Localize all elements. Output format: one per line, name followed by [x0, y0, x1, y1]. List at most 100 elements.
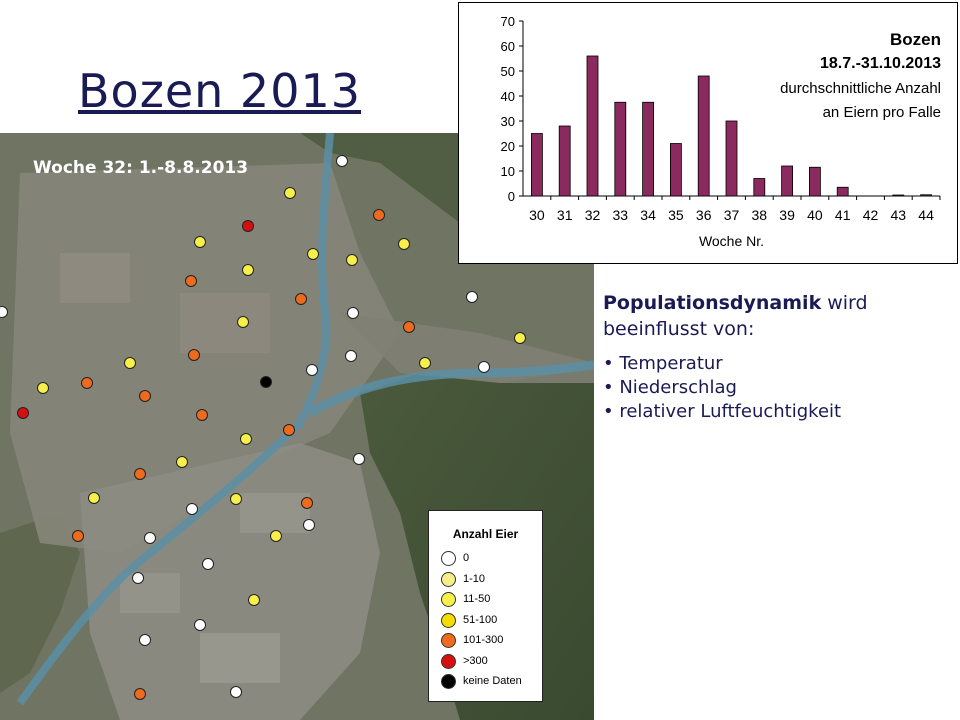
- x-tick-label: 44: [918, 207, 934, 223]
- factor-precipitation: Niederschlag: [603, 376, 953, 400]
- bar: [697, 75, 710, 197]
- bar: [725, 120, 738, 197]
- trap-marker: [144, 532, 156, 544]
- bar: [753, 178, 766, 197]
- trap-marker: [17, 407, 29, 419]
- trap-marker: [242, 264, 254, 276]
- legend-item: 101-300: [441, 633, 541, 649]
- trap-marker: [237, 316, 249, 328]
- trap-marker: [185, 275, 197, 287]
- bar: [586, 55, 599, 197]
- trap-marker: [283, 424, 295, 436]
- trap-marker: [72, 530, 84, 542]
- x-tick-label: 42: [863, 207, 879, 223]
- x-tick-label: 32: [585, 207, 601, 223]
- chart-date-range: 18.7.-31.10.2013: [820, 55, 941, 72]
- trap-marker: [240, 433, 252, 445]
- trap-marker: [306, 364, 318, 376]
- trap-marker: [419, 357, 431, 369]
- trap-marker: [124, 357, 136, 369]
- trap-marker: [230, 493, 242, 505]
- heading-rest: wird beeinflusst von:: [603, 292, 868, 340]
- trap-marker: [37, 382, 49, 394]
- legend-swatch: [441, 653, 456, 669]
- legend-swatch: [441, 571, 456, 587]
- chart-subtitle-line2: an Eiern pro Falle: [823, 104, 941, 121]
- trap-marker: [398, 238, 410, 250]
- x-tick-label: 36: [696, 207, 712, 223]
- legend-label: 0: [463, 552, 470, 564]
- y-tick-label: 40: [501, 89, 515, 104]
- trap-marker: [303, 519, 315, 531]
- trap-marker: [139, 390, 151, 402]
- bar: [836, 186, 849, 197]
- bar: [892, 194, 905, 197]
- trap-marker: [478, 361, 490, 373]
- x-tick-label: 40: [807, 207, 823, 223]
- trap-marker: [132, 572, 144, 584]
- legend-item: 1-10: [441, 571, 541, 588]
- y-tick-label: 60: [501, 39, 515, 54]
- legend-label: 11-50: [463, 593, 491, 605]
- trap-marker: [88, 492, 100, 504]
- chart-subtitle-line1: durchschnittliche Anzahl: [780, 80, 941, 97]
- legend-title: Anzahl Eier: [452, 527, 519, 541]
- trap-marker: [284, 187, 296, 199]
- y-tick-label: 30: [501, 114, 515, 129]
- trap-marker: [134, 468, 146, 480]
- trap-marker: [188, 349, 200, 361]
- legend-item: 0: [441, 551, 541, 567]
- trap-marker: [345, 350, 357, 362]
- bar: [920, 194, 933, 197]
- y-tick-label: 10: [501, 164, 515, 179]
- trap-marker: [514, 332, 526, 344]
- trap-marker: [307, 248, 319, 260]
- trap-marker: [248, 594, 260, 606]
- trap-marker: [194, 619, 206, 631]
- legend-swatch: [441, 592, 456, 607]
- trap-marker: [242, 220, 254, 232]
- trap-marker: [295, 293, 307, 305]
- trap-marker: [301, 497, 313, 509]
- bar: [808, 166, 821, 197]
- y-tick-label: 70: [501, 14, 515, 29]
- x-tick-label: 33: [613, 207, 629, 223]
- x-tick-label: 31: [557, 207, 573, 223]
- x-tick-label: 38: [752, 207, 768, 223]
- bar-chart: 0 10 20 30 40 50 60 70 30 31 32 33 34 35 36 37 38 39 40 41 4…: [458, 2, 958, 264]
- trap-marker: [346, 254, 358, 266]
- legend-item: >300: [441, 653, 541, 670]
- trap-marker: [260, 376, 272, 388]
- trap-marker: [139, 634, 151, 646]
- bar: [531, 133, 543, 197]
- x-tick-label: 43: [891, 207, 907, 223]
- legend-item: 51-100: [441, 612, 541, 629]
- trap-marker: [0, 306, 8, 318]
- trap-marker: [176, 456, 188, 468]
- bar: [614, 101, 627, 197]
- legend-item: keine Daten: [441, 674, 541, 690]
- trap-marker: [134, 688, 146, 700]
- map-legend: Anzahl Eier 0 1-10 11-50 51-100 101-300 >300 k…: [428, 510, 543, 702]
- trap-marker: [466, 291, 478, 303]
- population-dynamics-text: Populationsdynamik wird beeinflusst von:…: [603, 290, 953, 424]
- trap-marker: [81, 377, 93, 389]
- bar: [669, 143, 682, 197]
- factor-temperature: Temperatur: [603, 352, 953, 376]
- bar: [558, 125, 571, 197]
- trap-marker: [202, 558, 214, 570]
- trap-marker: [270, 530, 282, 542]
- population-dynamics-heading: Populationsdynamik wird beeinflusst von:: [603, 290, 953, 342]
- trap-marker: [196, 409, 208, 421]
- trap-marker: [403, 321, 415, 333]
- y-tick-label: 20: [501, 139, 515, 154]
- legend-swatch: [441, 633, 456, 648]
- trap-marker: [373, 209, 385, 221]
- page-title: Bozen 2013: [78, 64, 361, 118]
- factor-humidity: relativer Luftfeuchtigkeit: [603, 400, 953, 424]
- trap-marker: [230, 686, 242, 698]
- legend-swatch: [441, 674, 456, 689]
- x-tick-label: 41: [835, 207, 851, 223]
- legend-label: >300: [463, 654, 488, 667]
- legend-label: 101-300: [463, 634, 504, 646]
